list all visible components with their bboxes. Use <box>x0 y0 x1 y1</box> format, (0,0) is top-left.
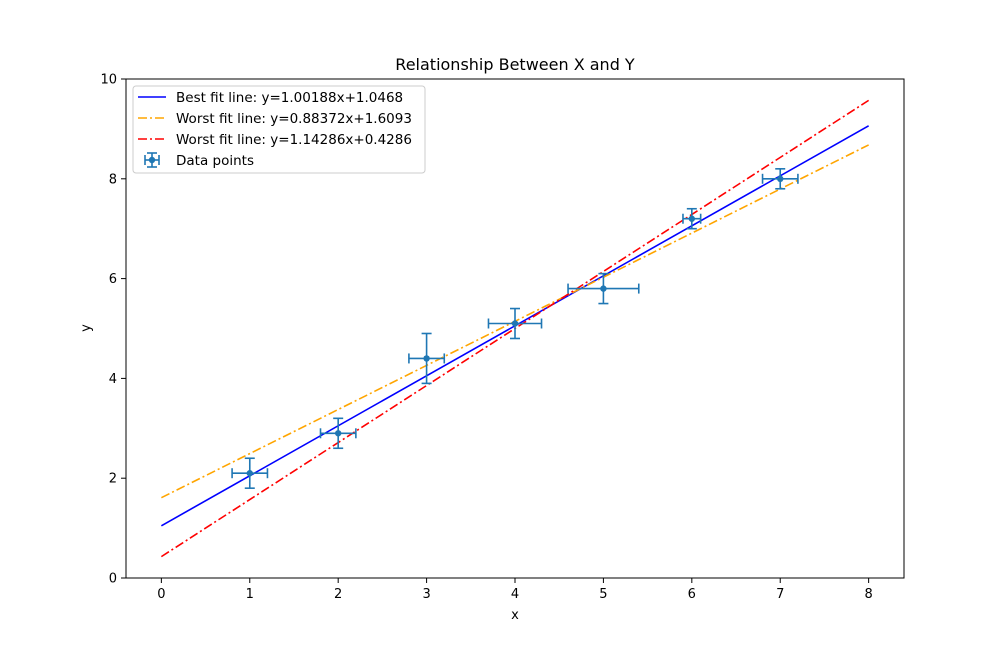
legend-label: Best fit line: y=1.00188x+1.0468 <box>176 90 403 106</box>
x-tick-label: 3 <box>422 587 430 602</box>
data-point-group <box>319 417 357 450</box>
legend-entry: Worst fit line: y=1.14286x+0.4286 <box>138 132 412 148</box>
data-point <box>423 355 430 362</box>
x-tick-label: 0 <box>157 587 165 602</box>
x-tick-label: 5 <box>599 587 607 602</box>
data-point-group <box>761 168 799 190</box>
plot-area: 0 1 2 3 4 5 6 7 8 0 2 4 6 8 10 <box>100 73 905 602</box>
legend-box <box>132 85 426 174</box>
chart-title: Relationship Between X and Y <box>395 55 635 74</box>
data-point-group <box>408 332 446 385</box>
legend-entry: Worst fit line: y=0.88372x+1.6093 <box>138 111 412 127</box>
legend: Best fit line: y=1.00188x+1.0468 Worst fi… <box>132 85 426 174</box>
data-point <box>688 215 696 222</box>
y-tick-label: 0 <box>109 572 117 587</box>
data-point-group <box>231 457 269 489</box>
data-point-group <box>682 207 702 230</box>
x-tick-label: 4 <box>511 587 519 602</box>
legend-point-swatch <box>148 156 156 164</box>
data-point <box>600 285 607 292</box>
y-axis-label: y <box>79 324 94 332</box>
x-tick-label: 2 <box>334 587 342 602</box>
legend-label: Worst fit line: y=0.88372x+1.6093 <box>176 111 412 127</box>
y-tick-label: 10 <box>100 73 117 88</box>
legend-label: Data points <box>176 153 254 169</box>
y-tick-label: 2 <box>109 472 117 487</box>
y-tick-label: 6 <box>109 272 117 287</box>
data-points <box>231 168 799 489</box>
data-point-group <box>487 307 543 340</box>
y-axis-ticks: 0 2 4 6 8 10 <box>100 73 126 587</box>
x-axis-ticks: 0 1 2 3 4 5 6 7 8 <box>157 578 873 602</box>
x-tick-label: 7 <box>776 587 784 602</box>
legend-entry: Best fit line: y=1.00188x+1.0468 <box>138 90 403 106</box>
y-tick-label: 8 <box>109 172 117 187</box>
data-point <box>777 175 784 182</box>
x-tick-label: 8 <box>864 587 872 602</box>
x-axis-label: x <box>511 608 519 623</box>
y-tick-label: 4 <box>109 372 117 387</box>
data-point <box>246 470 253 477</box>
data-point <box>511 320 519 327</box>
x-tick-label: 6 <box>688 587 696 602</box>
legend-label: Worst fit line: y=1.14286x+0.4286 <box>176 132 412 148</box>
data-point <box>334 430 342 437</box>
data-point-group <box>567 272 640 305</box>
x-tick-label: 1 <box>246 587 254 602</box>
legend-entry: Data points <box>144 152 254 169</box>
